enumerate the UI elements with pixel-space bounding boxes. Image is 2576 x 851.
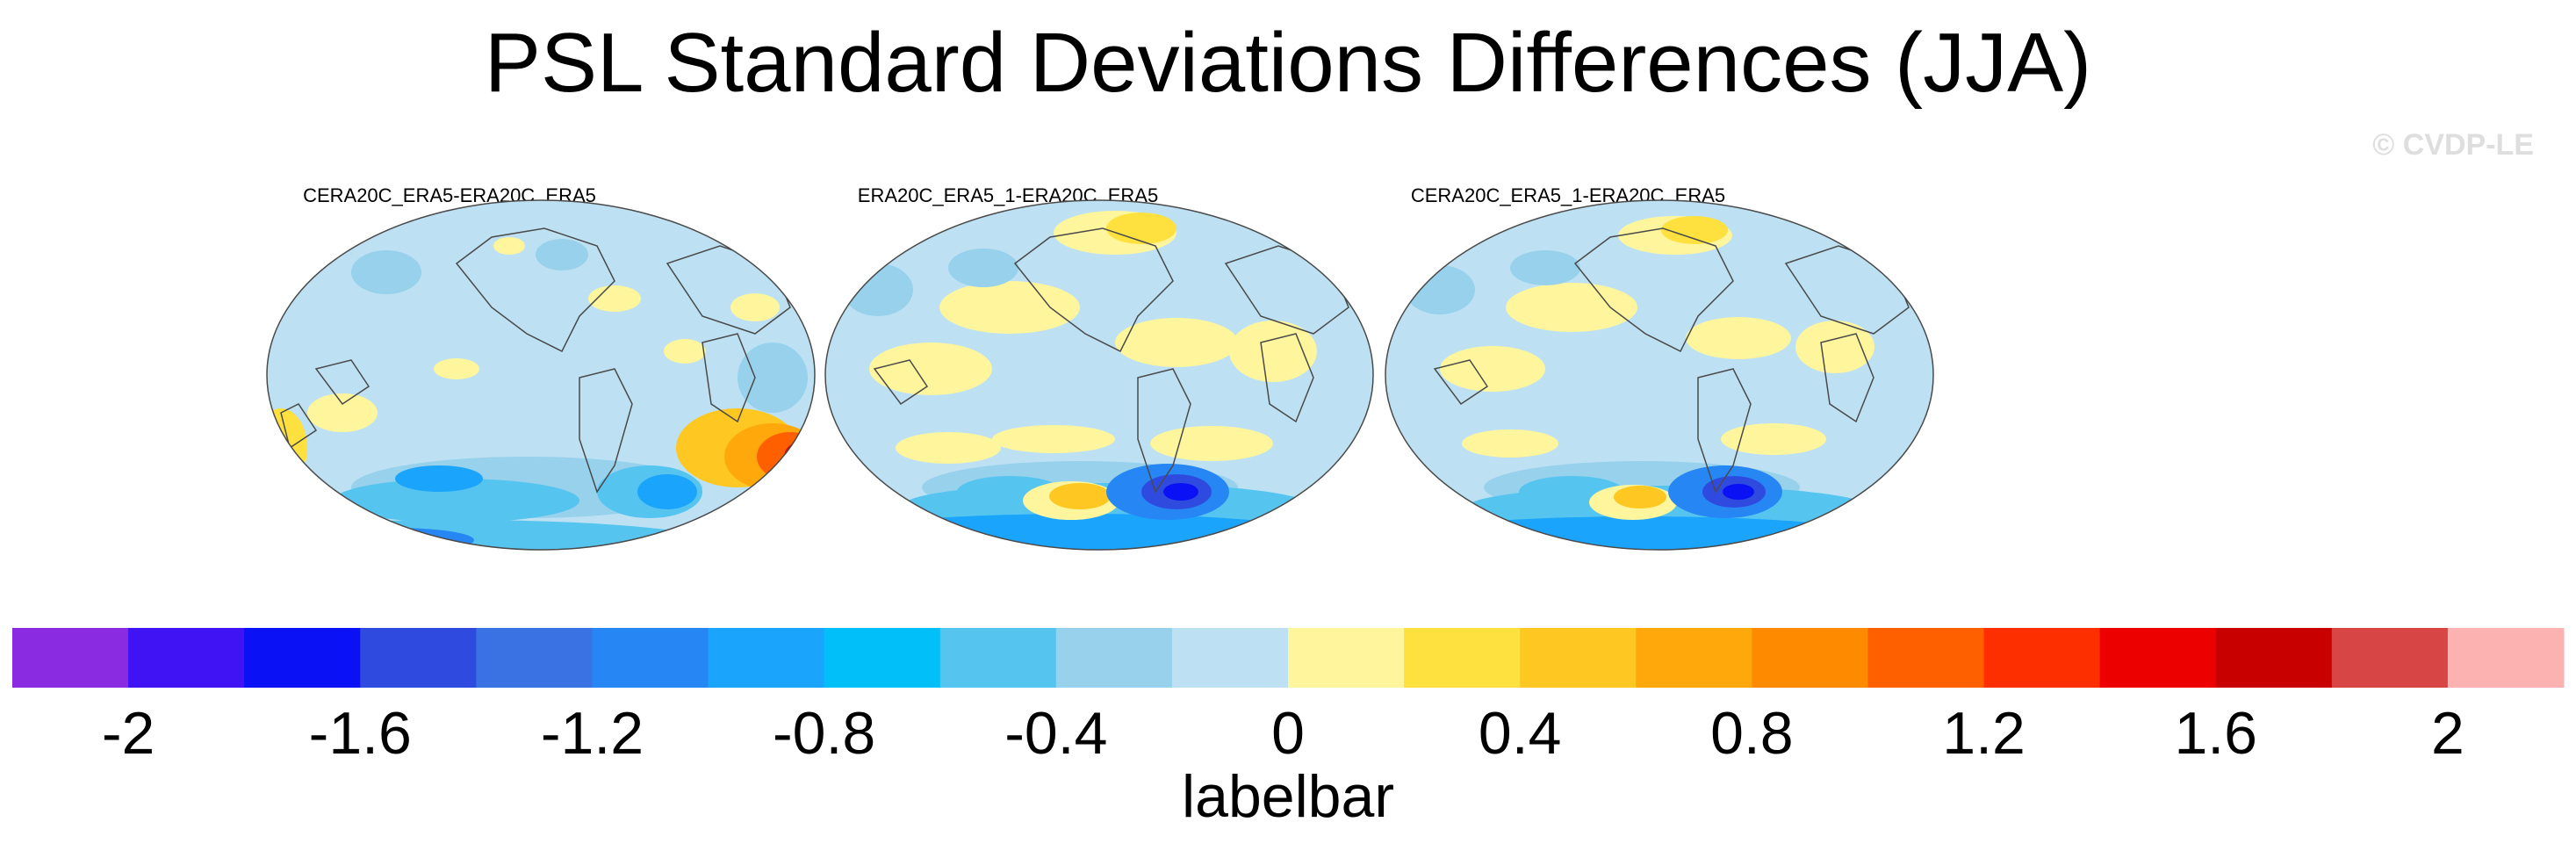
labelbar-box: [1983, 628, 2101, 688]
labelbar-box: [2447, 628, 2565, 688]
labelbar-box: [939, 628, 1057, 688]
figure-title: PSL Standard Deviations Differences (JJA…: [484, 16, 2092, 110]
copyright-watermark: © CVDP-LE: [2372, 128, 2534, 162]
map-panel-2: ERA20C_ERA5_1-ERA20C_ERA5: [824, 184, 1374, 551]
labelbar-box: [708, 628, 825, 688]
labelbar-box: [1171, 628, 1289, 688]
labelbar-box: [1636, 628, 1752, 688]
labelbar-tick-label: 0.4: [1479, 700, 1562, 767]
labelbar-box: [1288, 628, 1405, 688]
labelbar-box: [476, 628, 593, 688]
labelbar-tick-labels: -2 -1.6 -1.2 -0.8 -0.4 0 0.4 0.8 1.2 1.6 2: [102, 700, 2464, 767]
labelbar-box: [1404, 628, 1521, 688]
map-panel-3: CERA20C_ERA5_1-ERA20C_ERA5: [1385, 184, 1934, 551]
labelbar-tick-label: -1.2: [541, 700, 644, 767]
labelbar-box: [2215, 628, 2333, 688]
labelbar-tick-label: -0.8: [773, 700, 875, 767]
labelbar-box: [360, 628, 477, 688]
labelbar-tick-label: 0.8: [1710, 700, 1794, 767]
labelbar-tick-label: 2: [2431, 700, 2464, 767]
labelbar-box: [1520, 628, 1637, 688]
labelbar-box: [592, 628, 709, 688]
labelbar-tick-label: -1.6: [309, 700, 412, 767]
labelbar-box: [128, 628, 245, 688]
labelbar-box: [1055, 628, 1173, 688]
labelbar-tick-label: -2: [102, 700, 155, 767]
labelbar-tick-label: 0: [1271, 700, 1305, 767]
labelbar-box: [12, 628, 129, 688]
labelbar-title: labelbar: [1182, 763, 1394, 830]
labelbar-box: [1752, 628, 1868, 688]
labelbar-boxes: [12, 628, 2565, 688]
labelbar-tick-label: 1.2: [1942, 700, 2026, 767]
labelbar-box: [244, 628, 361, 688]
labelbar-box: [1867, 628, 1985, 688]
labelbar-tick-label: 1.6: [2174, 700, 2257, 767]
labelbar-box: [824, 628, 941, 688]
labelbar-box: [2099, 628, 2217, 688]
labelbar-tick-label: -0.4: [1004, 700, 1107, 767]
labelbar-box: [2331, 628, 2449, 688]
